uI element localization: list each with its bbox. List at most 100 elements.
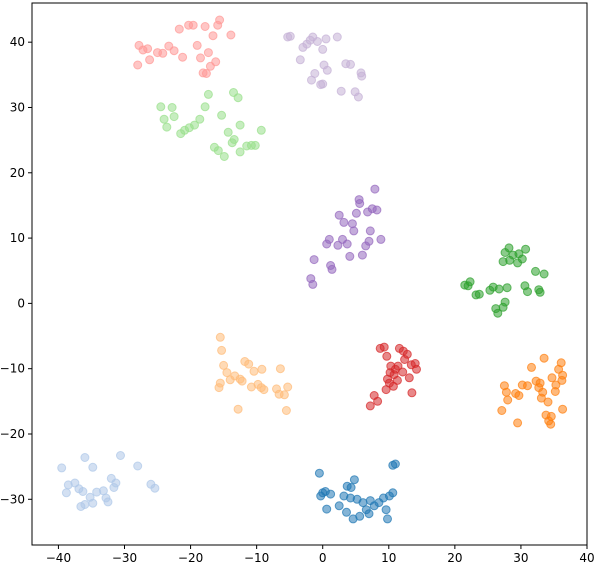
data-point (229, 135, 239, 144)
data-point (336, 86, 346, 96)
data-point (196, 53, 205, 63)
data-point (491, 304, 501, 314)
data-point (346, 483, 356, 492)
x-tick-label: 20 (447, 551, 462, 565)
x-tick-label: −10 (244, 551, 269, 565)
data-point (474, 289, 484, 299)
x-tick-label: −40 (46, 551, 71, 565)
data-point (558, 404, 568, 414)
data-point (219, 152, 229, 161)
data-point (364, 236, 374, 246)
data-point (499, 381, 509, 391)
data-point (334, 210, 344, 220)
data-point (322, 65, 332, 75)
data-point (347, 219, 357, 229)
data-point (219, 360, 229, 370)
data-point (295, 55, 305, 65)
data-point (365, 226, 375, 236)
data-point (250, 140, 260, 150)
data-point (355, 199, 365, 208)
data-point (407, 388, 417, 398)
data-point (167, 103, 177, 112)
data-point (535, 287, 545, 297)
data-point (376, 234, 386, 244)
data-point (159, 114, 169, 124)
data-point (158, 48, 168, 58)
data-point (521, 244, 531, 254)
x-tick-label: 0 (319, 551, 327, 565)
data-point (556, 358, 566, 368)
data-point (383, 514, 392, 524)
data-point (342, 239, 352, 249)
y-tick-label: 20 (10, 166, 25, 180)
points-layer (57, 15, 568, 524)
data-point (551, 380, 561, 390)
x-tick-label: −30 (112, 551, 137, 565)
data-point (222, 368, 232, 378)
data-point (200, 22, 210, 31)
data-point (145, 55, 155, 65)
data-point (357, 250, 367, 260)
data-point (523, 381, 532, 391)
data-point (281, 406, 291, 415)
y-tick-label: −20 (0, 427, 25, 441)
data-point (353, 92, 363, 102)
data-point (111, 478, 121, 488)
data-point (345, 251, 355, 261)
data-point (201, 69, 211, 78)
data-point (169, 46, 179, 56)
data-point (174, 24, 184, 34)
data-point (275, 364, 285, 374)
data-point (547, 373, 557, 383)
data-point (235, 120, 245, 130)
data-point (133, 461, 143, 471)
data-point (514, 391, 524, 400)
data-point (133, 60, 143, 70)
data-point (249, 366, 259, 376)
data-point (539, 353, 549, 363)
data-point (402, 349, 412, 359)
data-point (410, 359, 420, 368)
data-point (527, 362, 536, 372)
y-axis: −30 −20 −10 0 10 20 30 40 (0, 35, 32, 506)
data-point (365, 401, 375, 411)
data-point (334, 501, 344, 511)
y-tick-label: −30 (0, 492, 25, 506)
data-point (389, 370, 399, 380)
data-point (504, 243, 514, 253)
x-tick-label: −20 (178, 551, 203, 565)
data-point (116, 451, 125, 460)
data-point (502, 283, 512, 293)
data-point (192, 40, 202, 50)
data-point (357, 71, 367, 81)
data-point (332, 32, 342, 42)
data-point (372, 205, 382, 215)
data-point (203, 48, 213, 58)
data-point (312, 37, 322, 46)
data-point (322, 504, 332, 514)
data-point (213, 20, 223, 30)
data-point (382, 351, 392, 361)
data-point (213, 146, 223, 156)
data-point (279, 390, 289, 400)
data-point (321, 34, 331, 44)
data-point (351, 208, 361, 218)
plot-frame (31, 2, 588, 546)
data-point (257, 364, 267, 374)
data-point (503, 395, 513, 405)
data-point (259, 385, 269, 395)
data-point (373, 396, 383, 406)
y-tick-label: 40 (10, 35, 25, 49)
y-tick-label: 0 (17, 296, 25, 310)
data-point (283, 382, 293, 392)
data-point (178, 52, 188, 62)
data-point (162, 122, 172, 132)
data-point (188, 20, 198, 30)
data-point (517, 254, 527, 264)
data-point (543, 397, 553, 407)
data-point (190, 120, 199, 130)
data-point (381, 505, 391, 515)
data-point (233, 404, 243, 414)
data-point (143, 44, 153, 54)
data-point (57, 463, 67, 473)
